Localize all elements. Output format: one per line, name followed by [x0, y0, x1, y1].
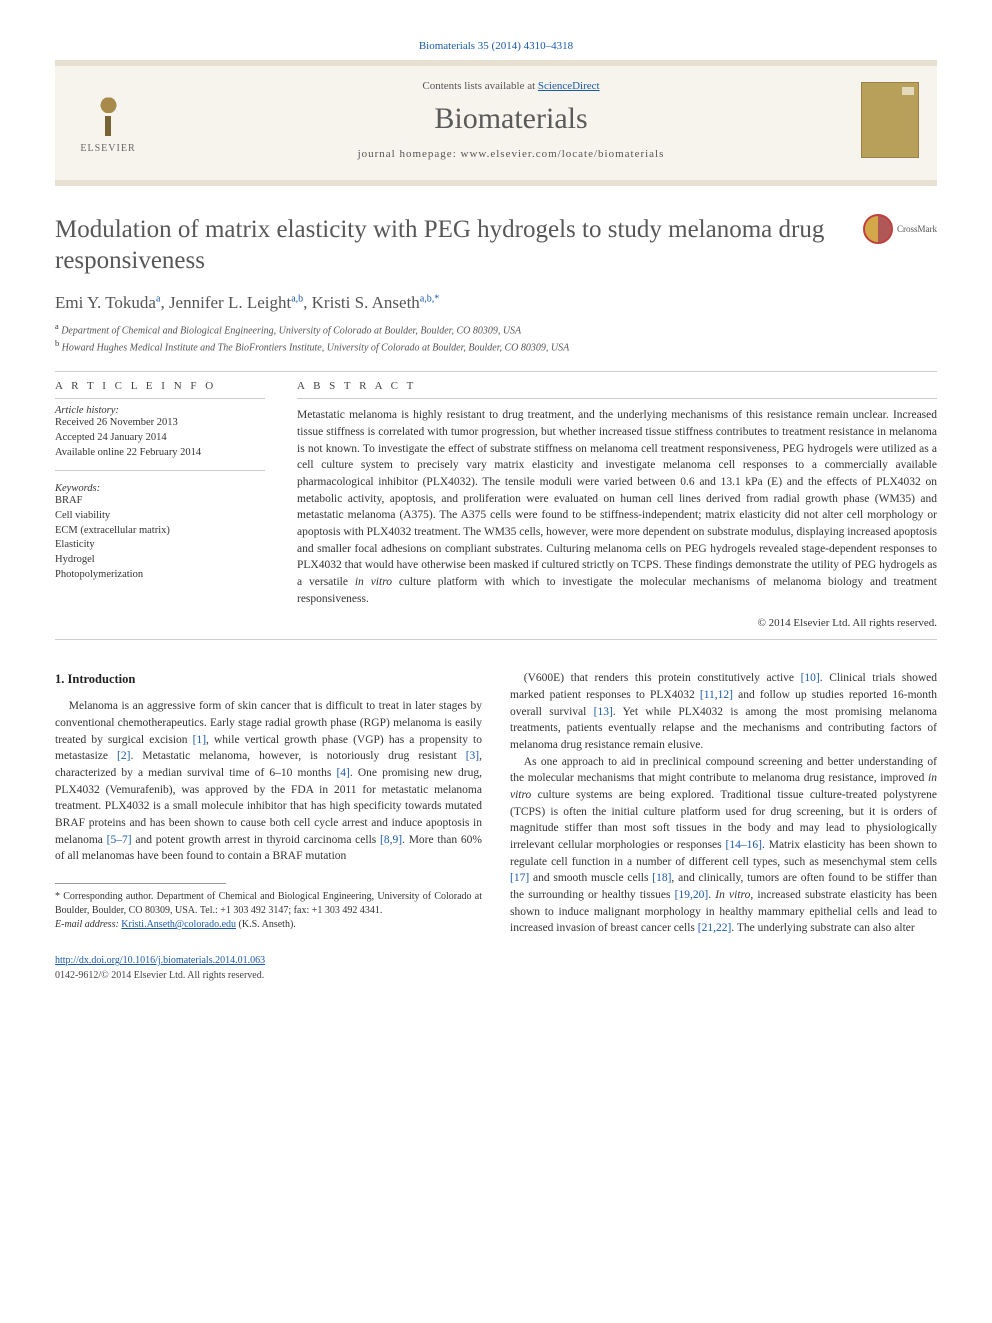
history-accepted: Accepted 24 January 2014 — [55, 431, 265, 446]
publisher-name: ELSEVIER — [73, 143, 143, 154]
copyright-line: © 2014 Elsevier Ltd. All rights reserved… — [297, 617, 937, 629]
header-center: Contents lists available at ScienceDirec… — [161, 80, 861, 160]
divider — [55, 470, 265, 471]
footnote-separator — [55, 883, 226, 884]
abstract-label: A B S T R A C T — [297, 380, 937, 392]
crossmark-icon — [863, 214, 893, 244]
abstract-block: A B S T R A C T Metastatic melanoma is h… — [297, 380, 937, 629]
history-received: Received 26 November 2013 — [55, 416, 265, 431]
issn-copyright: 0142-9612/© 2014 Elsevier Ltd. All right… — [55, 970, 264, 981]
homepage-prefix: journal homepage: — [358, 148, 461, 160]
elsevier-tree-icon — [81, 86, 136, 141]
journal-homepage: journal homepage: www.elsevier.com/locat… — [161, 148, 861, 160]
history-online: Available online 22 February 2014 — [55, 446, 265, 461]
journal-cover-thumbnail[interactable] — [861, 82, 919, 158]
left-column: 1. Introduction Melanoma is an aggressiv… — [55, 670, 482, 983]
section-heading-intro: 1. Introduction — [55, 670, 482, 688]
author-name: Jennifer L. Leight — [169, 293, 291, 312]
author-name: Emi Y. Tokuda — [55, 293, 156, 312]
email-link[interactable]: Kristi.Anseth@colorado.edu — [121, 919, 236, 930]
author-name: Kristi S. Anseth — [312, 293, 420, 312]
history-label: Article history: — [55, 405, 265, 416]
keyword: BRAF — [55, 494, 265, 509]
article-title: Modulation of matrix elasticity with PEG… — [55, 214, 843, 277]
author-affil-sup: a — [156, 293, 160, 304]
affil-text: Department of Chemical and Biological En… — [61, 325, 521, 336]
body-paragraph: As one approach to aid in preclinical co… — [510, 754, 937, 937]
divider — [297, 398, 937, 399]
author-affil-sup: a,b,* — [420, 293, 439, 304]
divider — [55, 398, 265, 399]
sciencedirect-link[interactable]: ScienceDirect — [538, 80, 600, 92]
crossmark-label: CrossMark — [897, 224, 937, 234]
doi-link[interactable]: http://dx.doi.org/10.1016/j.biomaterials… — [55, 955, 265, 966]
affiliation-line: a Department of Chemical and Biological … — [55, 321, 937, 338]
affiliation-line: b Howard Hughes Medical Institute and Th… — [55, 338, 937, 355]
affil-sup: a — [55, 322, 59, 331]
title-row: Modulation of matrix elasticity with PEG… — [55, 214, 937, 277]
affil-sup: b — [55, 339, 59, 348]
right-column: (V600E) that renders this protein consti… — [510, 670, 937, 983]
article-info: A R T I C L E I N F O Article history: R… — [55, 380, 265, 629]
body-paragraph: (V600E) that renders this protein consti… — [510, 670, 937, 753]
body-paragraph: Melanoma is an aggressive form of skin c… — [55, 698, 482, 865]
corresponding-author-footnote: * Corresponding author. Department of Ch… — [55, 890, 482, 918]
journal-header: ELSEVIER Contents lists available at Sci… — [55, 60, 937, 186]
abstract-text: Metastatic melanoma is highly resistant … — [297, 407, 937, 607]
article-front-matter: Modulation of matrix elasticity with PEG… — [55, 214, 937, 640]
keyword: Elasticity — [55, 538, 265, 553]
page-container: Biomaterials 35 (2014) 4310–4318 ELSEVIE… — [0, 0, 992, 1013]
doi-block: http://dx.doi.org/10.1016/j.biomaterials… — [55, 954, 482, 983]
article-info-label: A R T I C L E I N F O — [55, 380, 265, 392]
author-list: Emi Y. Tokudaa, Jennifer L. Leighta,b, K… — [55, 293, 937, 313]
email-suffix: (K.S. Anseth). — [236, 919, 296, 930]
journal-name: Biomaterials — [161, 102, 861, 136]
author-affil-sup: a,b — [291, 293, 303, 304]
divider — [55, 371, 937, 372]
keyword: Hydrogel — [55, 553, 265, 568]
keyword: ECM (extracellular matrix) — [55, 524, 265, 539]
crossmark-widget[interactable]: CrossMark — [863, 214, 937, 244]
elsevier-logo[interactable]: ELSEVIER — [73, 86, 143, 154]
divider — [55, 639, 937, 640]
homepage-url[interactable]: www.elsevier.com/locate/biomaterials — [461, 148, 665, 160]
contents-prefix: Contents lists available at — [422, 80, 537, 92]
email-footnote: E-mail address: Kristi.Anseth@colorado.e… — [55, 918, 482, 932]
keywords-label: Keywords: — [55, 483, 265, 494]
info-abstract-row: A R T I C L E I N F O Article history: R… — [55, 380, 937, 629]
affil-text: Howard Hughes Medical Institute and The … — [62, 342, 570, 353]
affiliations: a Department of Chemical and Biological … — [55, 321, 937, 356]
keyword: Cell viability — [55, 509, 265, 524]
contents-lists-line: Contents lists available at ScienceDirec… — [161, 80, 861, 92]
email-label: E-mail address: — [55, 919, 121, 930]
keyword: Photopolymerization — [55, 568, 265, 583]
body-two-column: 1. Introduction Melanoma is an aggressiv… — [55, 670, 937, 983]
citation-line: Biomaterials 35 (2014) 4310–4318 — [55, 40, 937, 52]
